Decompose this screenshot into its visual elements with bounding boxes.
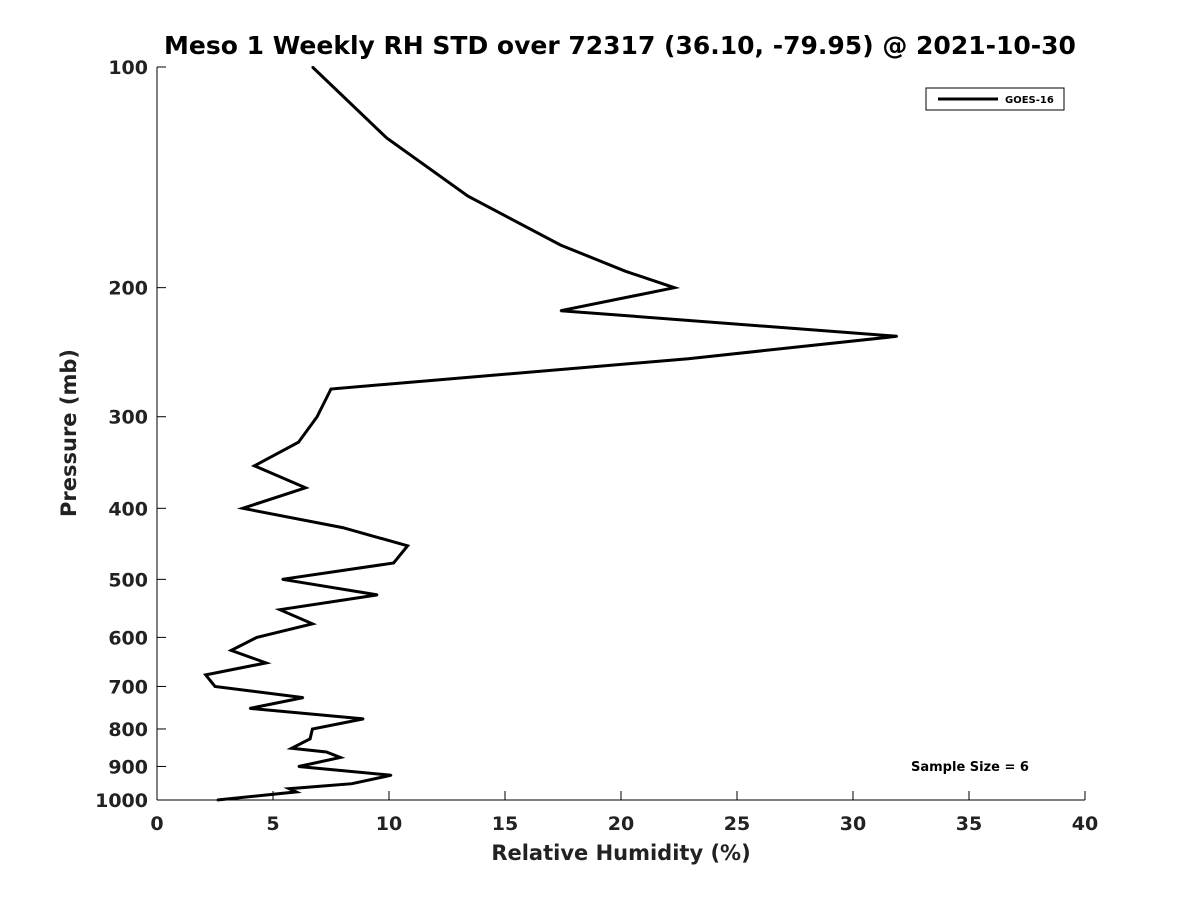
y-tick-label: 300 (108, 407, 148, 429)
data-point (302, 696, 305, 699)
data-point (288, 787, 291, 790)
chart-title: Meso 1 Weekly RH STD over 72317 (36.10, … (164, 31, 1076, 60)
x-tick-label: 20 (608, 813, 634, 835)
data-point (559, 309, 562, 312)
data-point (281, 578, 284, 581)
series-layer (202, 65, 899, 802)
data-point (295, 790, 298, 793)
data-point (304, 486, 307, 489)
x-tick-label: 25 (724, 813, 750, 835)
y-axis-label: Pressure (mb) (57, 349, 81, 517)
data-point (390, 774, 393, 777)
data-point (316, 415, 319, 418)
data-point (279, 608, 281, 611)
data-point (624, 270, 627, 273)
data-point (311, 622, 314, 625)
x-axis: 0 5 10 15 20 25 30 35 40 (150, 791, 1098, 835)
data-point (290, 747, 293, 750)
x-tick-label: 40 (1072, 813, 1098, 835)
legend: GOES-16 (925, 87, 1065, 111)
x-tick-label: 0 (150, 813, 163, 835)
data-point (241, 507, 244, 510)
data-point (230, 649, 233, 652)
data-point (350, 782, 353, 785)
y-tick-label: 800 (108, 719, 148, 741)
y-tick-label: 700 (108, 676, 148, 698)
x-tick-label: 35 (956, 813, 982, 835)
data-point (297, 441, 300, 444)
y-tick-label: 400 (108, 498, 148, 520)
y-tick-label: 1000 (95, 790, 148, 812)
data-point (214, 685, 216, 688)
data-point (265, 661, 267, 664)
data-point (262, 794, 265, 797)
y-tick-label: 900 (108, 756, 148, 778)
data-point (385, 137, 388, 139)
y-tick-label: 600 (108, 627, 148, 649)
data-point (297, 765, 300, 768)
plot-area (157, 67, 1085, 800)
data-point (896, 335, 899, 338)
data-point (309, 737, 312, 740)
x-tick-label: 10 (376, 813, 402, 835)
data-point (406, 544, 409, 547)
y-tick-label: 500 (108, 569, 148, 591)
series-line-0 (202, 65, 898, 802)
data-point (253, 464, 256, 467)
data-point (376, 593, 379, 596)
data-point (466, 195, 469, 198)
data-point (330, 388, 332, 390)
sample-size-annotation: Sample Size = 6 (911, 760, 1029, 775)
data-point (362, 717, 365, 720)
x-tick-label: 15 (492, 813, 518, 835)
data-point (673, 286, 676, 289)
data-point (687, 357, 690, 360)
data-point (216, 799, 219, 801)
data-point (341, 526, 344, 529)
data-point (311, 728, 314, 730)
x-axis-label: Relative Humidity (%) (491, 841, 750, 865)
y-tick-label: 100 (108, 57, 148, 79)
data-point (559, 244, 562, 247)
x-tick-label: 5 (266, 813, 279, 835)
data-point (311, 66, 314, 68)
data-point (392, 562, 395, 564)
y-tick-label: 200 (108, 278, 148, 300)
x-tick-label: 30 (840, 813, 866, 835)
data-point (204, 673, 207, 676)
y-axis: 100 200 300 400 500 600 700 800 900 1000 (95, 57, 166, 812)
legend-label: GOES-16 (1005, 95, 1054, 106)
data-point (255, 636, 258, 639)
data-point (339, 756, 342, 759)
data-point (325, 751, 328, 753)
data-point (248, 707, 251, 710)
